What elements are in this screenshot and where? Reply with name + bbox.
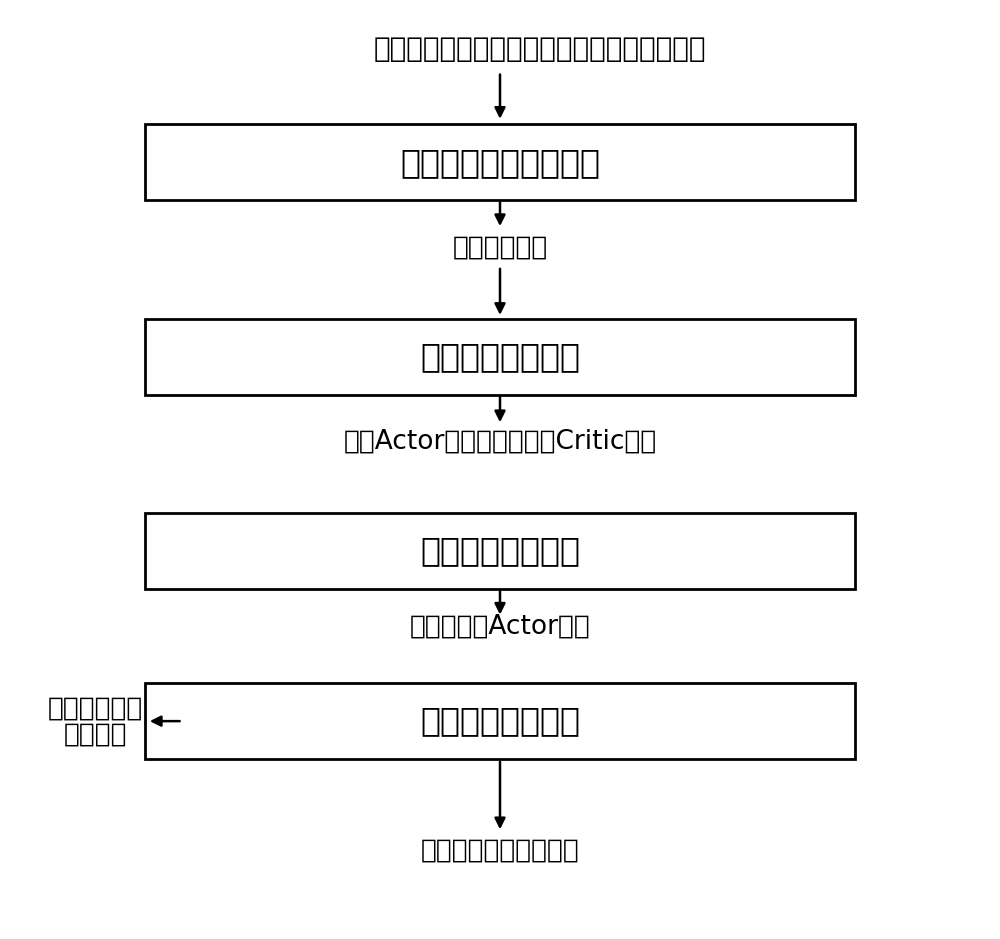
- Text: 初始运行状态: 初始运行状态: [452, 235, 548, 260]
- Text: 控制策略生成模块: 控制策略生成模块: [420, 704, 580, 738]
- Text: 网络参数训练模块: 网络参数训练模块: [420, 534, 580, 567]
- FancyBboxPatch shape: [145, 513, 855, 589]
- Text: 暂态稳定预防控制策略: 暂态稳定预防控制策略: [421, 838, 579, 864]
- Text: 初始运行状态生成模块: 初始运行状态生成模块: [400, 146, 600, 178]
- FancyBboxPatch shape: [145, 318, 855, 394]
- Text: 估计数据: 估计数据: [64, 721, 127, 747]
- FancyBboxPatch shape: [145, 684, 855, 759]
- Text: 动作Actor网络和动作价值Critic网络: 动作Actor网络和动作价值Critic网络: [343, 429, 657, 454]
- Text: 天气情况、电力系统历史运行情况、负荷预测: 天气情况、电力系统历史运行情况、负荷预测: [373, 35, 706, 63]
- Text: 电力系统状态: 电力系统状态: [48, 695, 143, 721]
- Text: 网络结构设置模块: 网络结构设置模块: [420, 340, 580, 373]
- Text: 最终的动作Actor网络: 最终的动作Actor网络: [410, 614, 590, 639]
- FancyBboxPatch shape: [145, 125, 855, 200]
